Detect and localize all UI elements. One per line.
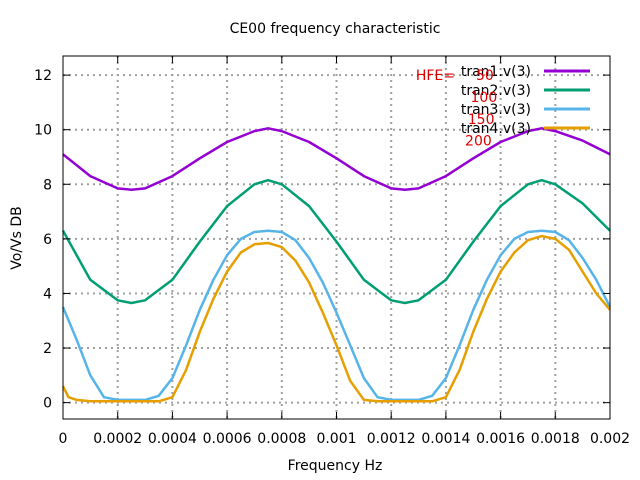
legend-label: tran2.v(3) [461, 83, 531, 99]
hfe-annotation: 100 [471, 90, 498, 106]
legend-label: tran4.v(3) [461, 121, 531, 137]
series-line-4 [61, 234, 611, 403]
y-tick-label: 10 [34, 123, 52, 139]
hfe-annotation: 150 [468, 112, 495, 128]
x-tick-label: 0 [59, 431, 68, 447]
series-line-3 [61, 229, 612, 402]
y-axis-label: Vo/Vs DB [9, 206, 25, 269]
x-tick-label: 0.0016 [476, 431, 525, 447]
chart-title: CE00 frequency characteristic [230, 21, 441, 37]
hfe-annotation: HFE= [416, 68, 455, 84]
x-tick-label: 0.0012 [367, 431, 416, 447]
y-axis-ticks: 0 2 4 6 8 10 12 [34, 68, 610, 412]
y-tick-label: 6 [43, 232, 52, 248]
series-line-2 [61, 178, 611, 305]
series-line-1 [62, 127, 611, 191]
x-tick-label: 0.0006 [203, 431, 252, 447]
legend-label: tran3.v(3) [461, 102, 531, 118]
x-tick-label: 0.0018 [531, 431, 580, 447]
annotations: HFE= 50 100 150 200 [416, 68, 497, 150]
x-axis-label: Frequency Hz [288, 458, 383, 474]
y-tick-label: 8 [43, 177, 52, 193]
y-tick-label: 4 [43, 286, 52, 302]
legend-label: tran1.v(3) [461, 64, 531, 80]
x-tick-label: 0.0002 [93, 431, 142, 447]
series-lines [61, 127, 612, 403]
x-tick-label: 0.0004 [148, 431, 197, 447]
y-tick-label: 2 [43, 341, 52, 357]
legend: tran1.v(3) tran2.v(3) tran3.v(3) tran4.v(3) [461, 64, 590, 137]
x-tick-label: 0.002 [590, 431, 630, 447]
x-tick-label: 0.0014 [421, 431, 470, 447]
x-axis-ticks: 0 0.0002 0.0004 0.0006 0.0008 0.001 0.0012 0.00… [59, 56, 630, 447]
hfe-annotation: 200 [465, 134, 492, 150]
y-tick-label: 0 [43, 396, 52, 412]
y-tick-label: 12 [34, 68, 52, 84]
x-tick-label: 0.0008 [257, 431, 306, 447]
hfe-annotation: 50 [476, 68, 494, 84]
x-tick-label: 0.001 [316, 431, 356, 447]
